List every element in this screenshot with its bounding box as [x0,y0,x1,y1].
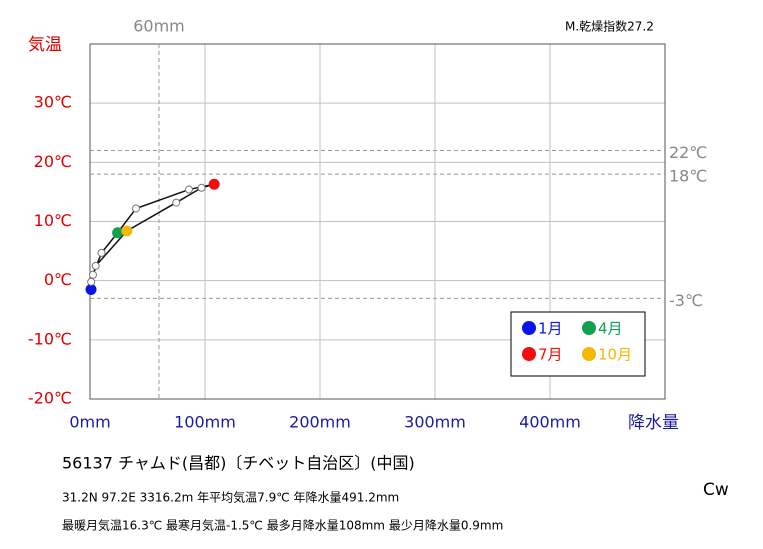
month-point [87,277,96,286]
month-point [85,284,97,296]
x-axis-label: 降水量 [628,413,679,433]
x-tick-label: 300mm [404,413,466,432]
legend-marker [582,347,596,361]
reference-label: -3℃ [669,291,703,310]
climate-class: Cw [703,480,729,500]
info-line: 最暖月気温16.3℃ 最寒月気温-1.5℃ 最多月降水量108mm 最少月降水量… [62,518,503,533]
legend-marker [522,321,536,335]
info-line: 31.2N 97.2E 3316.2m 年平均気温7.9℃ 年降水量491.2m… [62,490,399,505]
y-tick-label: 30℃ [34,93,72,112]
month-point [97,248,106,257]
dryness-index: M.乾燥指数27.2 [565,19,654,34]
y-tick-label: 0℃ [44,270,72,289]
x-tick-label: 100mm [174,413,236,432]
y-axis-label: 気温 [28,35,62,55]
legend-label: 4月 [598,320,623,338]
legend-marker [582,321,596,335]
month-point [184,185,193,194]
month-point [121,225,133,237]
legend-label: 10月 [598,346,632,364]
month-point [197,183,206,192]
station-name: 56137 チャムド(昌都)〔チベット自治区〕(中国) [62,454,415,473]
month-point [91,261,100,270]
x-tick-label: 400mm [519,413,581,432]
month-point [88,270,97,279]
reference-label: 60mm [133,17,185,36]
month-point [132,204,140,213]
climate-loop [90,183,215,290]
month-point [208,178,220,190]
month-point [112,227,124,239]
plot-border [89,43,666,400]
x-tick-label: 0mm [69,413,110,432]
month-point [172,198,181,207]
x-tick-label: 200mm [289,413,351,432]
y-tick-label: 10℃ [34,211,72,230]
reference-label: 18℃ [669,167,707,186]
legend-marker [522,347,536,361]
legend-label: 7月 [538,346,563,364]
legend-label: 1月 [538,320,563,338]
reference-label: 22℃ [669,143,707,162]
y-tick-label: -10℃ [28,329,72,348]
y-tick-label: 20℃ [34,152,72,171]
y-tick-label: -20℃ [28,389,72,408]
